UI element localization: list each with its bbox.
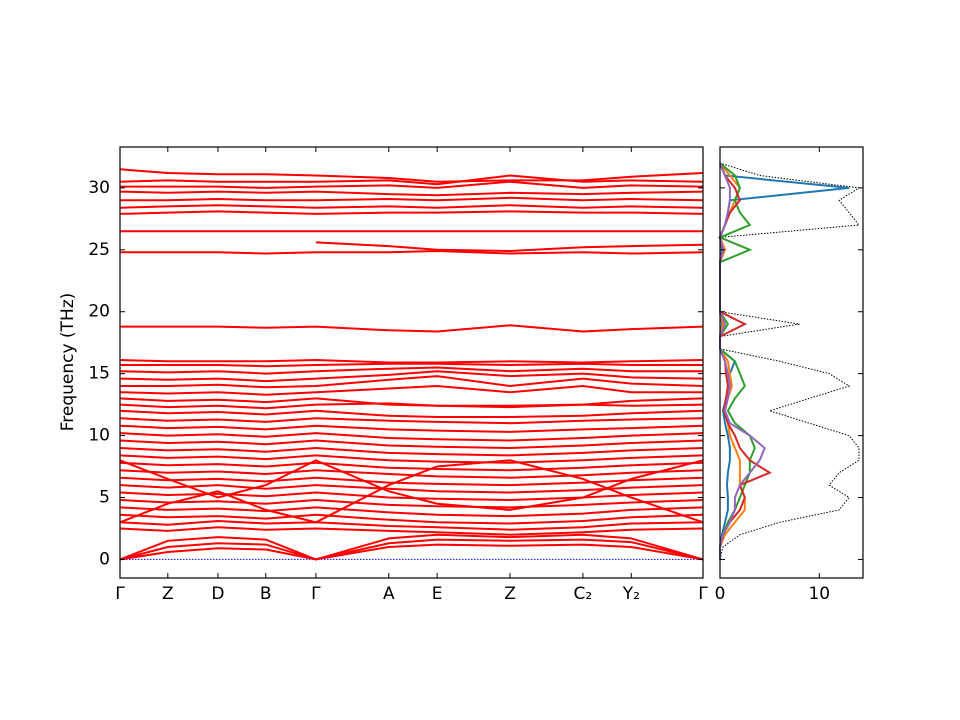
plot-frame <box>119 146 704 579</box>
series-line <box>119 384 703 396</box>
series-line <box>119 397 704 407</box>
series-line <box>119 446 704 457</box>
y-tick-label: 25 <box>88 240 110 260</box>
series-line <box>119 174 704 186</box>
series-line <box>119 417 704 425</box>
series-line <box>119 469 704 479</box>
x-tick-label: 0 <box>715 584 726 604</box>
series-line <box>119 358 704 364</box>
series-line <box>119 461 704 472</box>
x-tick-label: 10 <box>808 584 830 604</box>
series-line <box>120 362 703 368</box>
series-line <box>315 241 704 253</box>
x-tick-label: Y₂ <box>622 584 640 604</box>
series-line <box>119 498 704 509</box>
series-line <box>119 538 704 561</box>
x-tick-label: Z <box>162 584 174 604</box>
series-line <box>119 424 704 433</box>
x-tick-label: Γ <box>115 584 125 604</box>
series-line <box>718 162 746 560</box>
series-line <box>119 439 704 450</box>
series-line <box>119 513 704 525</box>
series-line <box>119 484 704 494</box>
series-line <box>120 375 704 389</box>
y-tick-label: 5 <box>99 487 110 507</box>
series-line <box>119 366 703 375</box>
series-line <box>119 491 704 502</box>
series-line <box>119 519 704 531</box>
series-line <box>119 190 704 197</box>
series-line <box>119 533 704 561</box>
x-tick-label: C₂ <box>574 584 593 604</box>
series-line <box>119 204 704 209</box>
y-tick-label: 30 <box>88 178 110 198</box>
series-line <box>119 526 704 536</box>
x-tick-label: B <box>260 584 272 604</box>
series-line <box>119 454 704 464</box>
series-line <box>120 180 704 189</box>
x-tick-label: A <box>383 584 395 604</box>
series-line <box>119 506 704 518</box>
x-tick-label: Γ <box>311 584 321 604</box>
series-line <box>119 168 704 183</box>
series-line <box>119 210 704 215</box>
series-line <box>119 543 704 561</box>
series-line <box>119 459 704 524</box>
series-line <box>119 370 704 383</box>
series-line <box>718 162 766 560</box>
x-tick-label: Γ <box>698 584 708 604</box>
x-tick-label: Z <box>504 584 516 604</box>
x-tick-label: D <box>211 584 224 604</box>
series-line <box>119 409 704 418</box>
x-tick-label: E <box>432 584 443 604</box>
y-tick-label: 15 <box>88 364 110 384</box>
series-line <box>120 196 704 202</box>
y-tick-label: 0 <box>99 549 110 569</box>
y-tick-label: 20 <box>88 302 110 322</box>
y-tick-label: 10 <box>88 426 110 446</box>
series-line <box>119 476 704 487</box>
series-line <box>719 162 861 560</box>
series-line <box>119 459 704 511</box>
series-line <box>120 249 704 255</box>
y-axis-label: Frequency (THz) <box>58 293 78 432</box>
series-line <box>119 432 704 442</box>
series-line <box>119 402 704 410</box>
series-line <box>120 324 704 333</box>
plot-frame <box>719 146 864 579</box>
series-line <box>717 162 756 560</box>
